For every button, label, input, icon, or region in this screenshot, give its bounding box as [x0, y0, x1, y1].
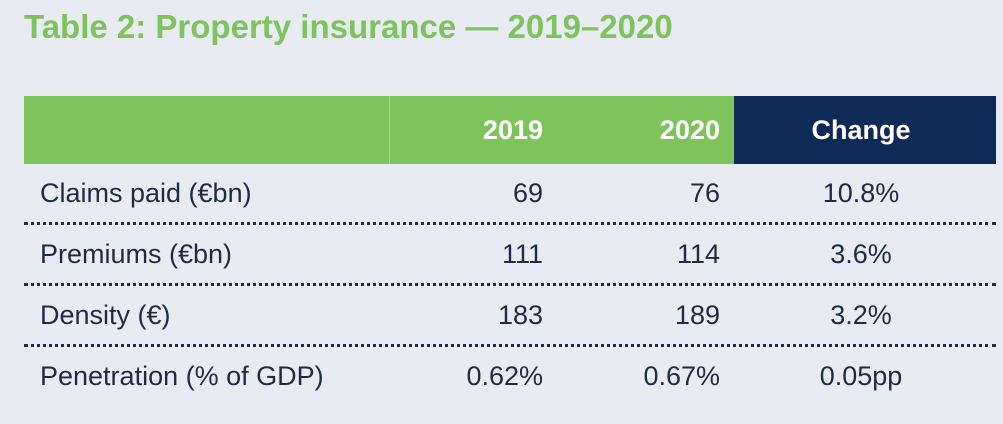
cell-change: 3.2% [830, 299, 892, 330]
table-row: Claims paid (€bn) 69 76 10.8% [24, 164, 996, 225]
cell-2020: 0.67% [643, 360, 720, 391]
row-label: Claims paid (€bn) [40, 177, 252, 208]
table-header-row: 2019 2020 Change [24, 96, 996, 164]
cell-2020: 114 [676, 238, 720, 269]
cell-change: 10.8% [822, 177, 900, 208]
header-label-cell [24, 96, 389, 164]
header-2020: 2020 [551, 96, 734, 164]
cell-2019: 111 [501, 238, 543, 269]
cell-change: 0.05pp [819, 360, 903, 391]
row-label: Penetration (% of GDP) [40, 360, 324, 391]
table-row: Premiums (€bn) 111 114 3.6% [24, 225, 996, 286]
cell-2019: 69 [512, 177, 543, 208]
cell-2019: 183 [497, 299, 543, 330]
table-title: Table 2: Property insurance — 2019–2020 [24, 8, 673, 45]
property-insurance-table: 2019 2020 Change Claims paid (€bn) 69 76… [24, 96, 996, 405]
row-label: Density (€) [40, 299, 171, 330]
header-change: Change [734, 96, 996, 164]
table-row: Density (€) 183 189 3.2% [24, 286, 996, 347]
cell-2019: 0.62% [466, 360, 543, 391]
row-label: Premiums (€bn) [40, 238, 233, 269]
table-row: Penetration (% of GDP) 0.62% 0.67% 0.05p… [24, 347, 996, 405]
cell-2020: 189 [674, 299, 720, 330]
header-2019: 2019 [389, 96, 551, 164]
cell-change: 3.6% [830, 238, 892, 269]
cell-2020: 76 [689, 177, 720, 208]
